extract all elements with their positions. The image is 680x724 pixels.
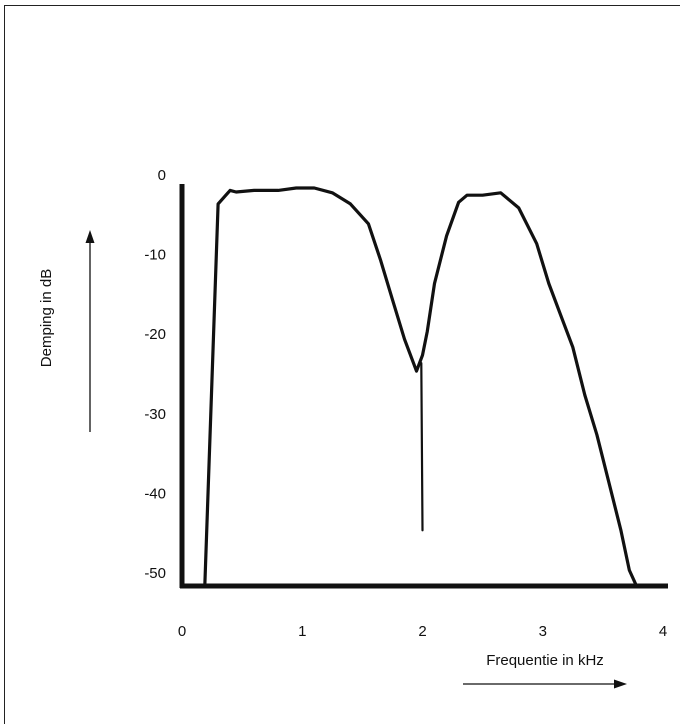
y-tick-label: -40 (144, 485, 166, 502)
x-axis-title: Frequentie in kHz (486, 652, 604, 669)
y-tick-label: -30 (144, 406, 166, 423)
notch-line (420, 362, 424, 532)
x-axis-arrow-head (614, 679, 627, 689)
y-axis-title: Demping in dB (38, 269, 55, 367)
x-tick-labels: 0 1 2 3 4 (178, 623, 667, 640)
x-tick-label: 1 (298, 623, 306, 640)
attenuation-curve (203, 186, 639, 588)
y-axis-arrow-head (85, 230, 95, 243)
x-tick-label: 4 (659, 623, 667, 640)
y-tick-label: -20 (144, 326, 166, 343)
curves (203, 186, 639, 588)
y-tick-label: -50 (144, 565, 166, 582)
y-tick-labels: 0 -10 -20 -30 -40 -50 (144, 167, 166, 582)
x-tick-label: 2 (418, 623, 426, 640)
y-tick-label: 0 (158, 167, 166, 184)
x-tick-label: 3 (539, 623, 547, 640)
y-tick-label: -10 (144, 247, 166, 264)
figure-frame (4, 5, 680, 724)
x-tick-label: 0 (178, 623, 186, 640)
